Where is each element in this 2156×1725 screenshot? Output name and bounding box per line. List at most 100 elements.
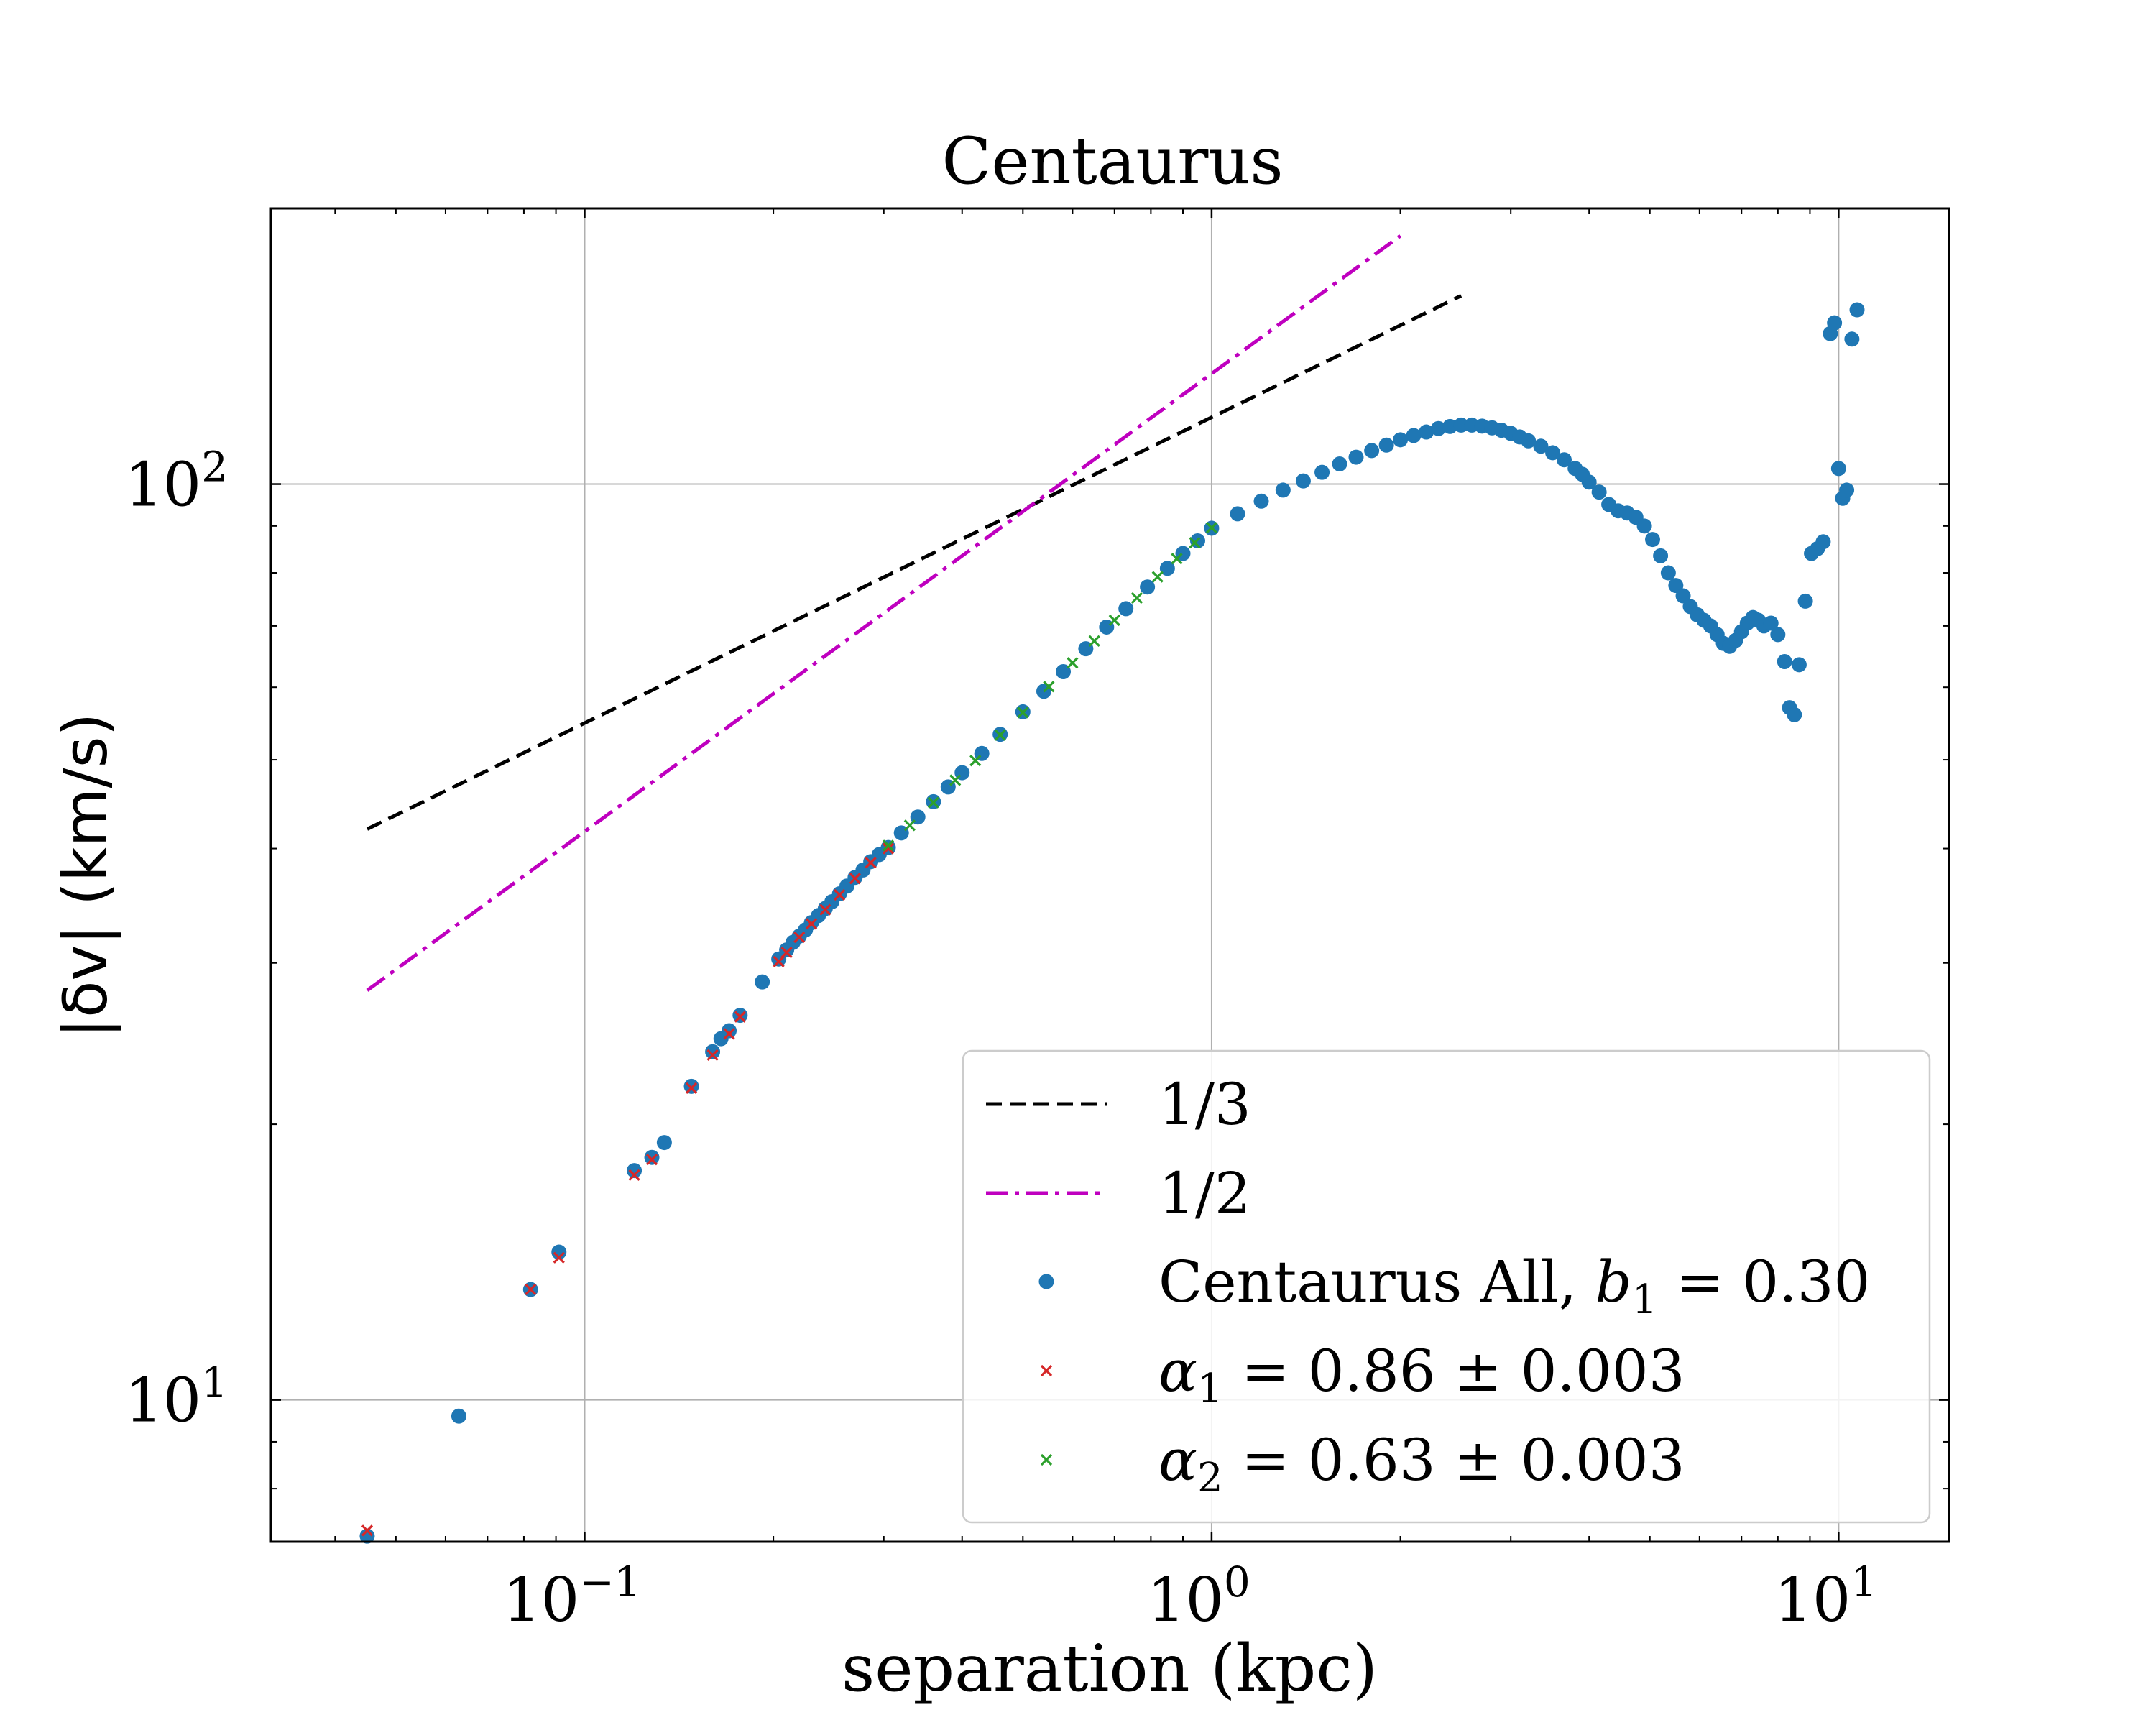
- cross-stroke: [819, 903, 831, 916]
- cross-stroke: [834, 888, 846, 901]
- legend-item: Centaurus All, b1 = 0.30: [1038, 1248, 1870, 1323]
- data-point: [1770, 627, 1786, 643]
- fit2-point: [1205, 522, 1218, 534]
- legend-item: 1/3: [986, 1071, 1251, 1138]
- cross-stroke: [793, 931, 806, 944]
- data-point: [1556, 452, 1572, 468]
- x-tick-label: 10−1: [502, 1558, 640, 1635]
- y-tick-label: 101: [124, 1358, 228, 1436]
- fit1-point: [780, 947, 793, 959]
- legend-item: α1 = 0.86 ± 0.003: [1040, 1338, 1685, 1412]
- data-point: [1453, 417, 1469, 433]
- data-point: [1660, 565, 1676, 581]
- data-point: [359, 1528, 375, 1544]
- fit2-point: [1151, 571, 1164, 583]
- cross-stroke: [628, 1169, 640, 1181]
- data-point: [1839, 482, 1855, 498]
- fit1-point: [849, 873, 861, 885]
- fit2-point: [1043, 681, 1055, 693]
- legend-swatch: [1040, 1453, 1053, 1466]
- fit2-point: [1017, 707, 1029, 719]
- fit2-point: [949, 774, 962, 786]
- cross-stroke: [645, 1154, 658, 1166]
- data-point: [1653, 548, 1669, 564]
- data-point: [1645, 532, 1661, 548]
- data-point: [1533, 438, 1549, 454]
- data-point: [705, 1044, 721, 1059]
- data-point: [656, 1135, 672, 1151]
- cross-stroke: [525, 1283, 537, 1296]
- legend-swatch: [1040, 1364, 1053, 1377]
- data-point: [1591, 484, 1607, 500]
- fit1-point: [805, 918, 818, 930]
- x-axis-label: separation (kpc): [842, 1631, 1378, 1706]
- reference-line-one-third: [366, 294, 1462, 831]
- tick-labels: 10−1 100 101 101 102: [124, 443, 1877, 1635]
- data-point: [1787, 707, 1802, 722]
- legend-label: 1/2: [1158, 1160, 1251, 1227]
- data-point: [1849, 302, 1865, 318]
- data-point: [1827, 315, 1843, 331]
- data-point: [1230, 506, 1245, 522]
- data-point: [755, 974, 770, 990]
- fit2-point: [882, 840, 895, 852]
- cross-stroke: [882, 840, 895, 852]
- cross-stroke: [949, 774, 962, 786]
- fit2-point: [1108, 614, 1120, 627]
- data-point: [1442, 418, 1458, 434]
- legend-label: α2 = 0.63 ± 0.003: [1158, 1427, 1685, 1501]
- x-tick-label: 101: [1774, 1558, 1877, 1635]
- data-point: [1791, 657, 1807, 673]
- legend-label: α1 = 0.86 ± 0.003: [1158, 1338, 1685, 1412]
- cross-stroke: [903, 819, 916, 832]
- fit2-point: [994, 729, 1006, 741]
- chart-title: Centaurus: [941, 124, 1283, 199]
- reference-line-one-half: [366, 234, 1402, 992]
- fit2-point: [1088, 635, 1100, 647]
- cross-stroke: [927, 796, 939, 809]
- fit1-point: [706, 1049, 719, 1061]
- cross-stroke: [1067, 657, 1079, 669]
- data-point: [1815, 534, 1831, 550]
- plot-frame: [270, 207, 1950, 1543]
- data-point: [1830, 461, 1846, 477]
- data-point: [1332, 456, 1348, 472]
- x-tick-label: 100: [1147, 1558, 1250, 1635]
- fit1-point: [525, 1283, 537, 1296]
- fit1-point: [734, 1011, 746, 1023]
- fit1-point: [645, 1154, 658, 1166]
- legend-swatch: [1038, 1274, 1054, 1289]
- fit1-point: [834, 888, 846, 901]
- data-point: [627, 1163, 642, 1179]
- data-point: [1419, 424, 1434, 440]
- cross-stroke: [1017, 707, 1029, 719]
- fit2-point: [969, 755, 982, 767]
- data-points: [359, 302, 1865, 1544]
- data-point: [1378, 437, 1394, 453]
- legend-label: Centaurus All, b1 = 0.30: [1158, 1248, 1870, 1323]
- cross-stroke: [865, 857, 877, 869]
- data-point: [1581, 474, 1597, 490]
- cross-stroke: [780, 947, 793, 959]
- data-point: [1348, 449, 1364, 465]
- data-point: [1406, 428, 1422, 443]
- legend-item: 1/2: [986, 1160, 1251, 1227]
- data-point: [1364, 443, 1380, 459]
- cross-stroke: [1040, 1364, 1053, 1377]
- fit1-point: [793, 931, 806, 944]
- fit1-point: [723, 1028, 735, 1040]
- cross-stroke: [723, 1028, 735, 1040]
- cross-stroke: [773, 955, 785, 968]
- cross-stroke: [734, 1011, 746, 1023]
- cross-stroke: [1088, 635, 1100, 647]
- fit2-point: [1171, 553, 1183, 565]
- cross-stroke: [1151, 571, 1164, 583]
- data-point: [451, 1408, 466, 1424]
- cross-stroke: [1130, 592, 1143, 604]
- data-point: [1844, 331, 1860, 347]
- cross-stroke: [849, 873, 861, 885]
- legend-box: [962, 1049, 1931, 1524]
- fit2-point: [903, 819, 916, 832]
- legend: 1/3 1/2 Centaurus All, b1 = 0.30 α1 = 0.86 …: [962, 1049, 1931, 1524]
- fit1-point: [882, 842, 895, 855]
